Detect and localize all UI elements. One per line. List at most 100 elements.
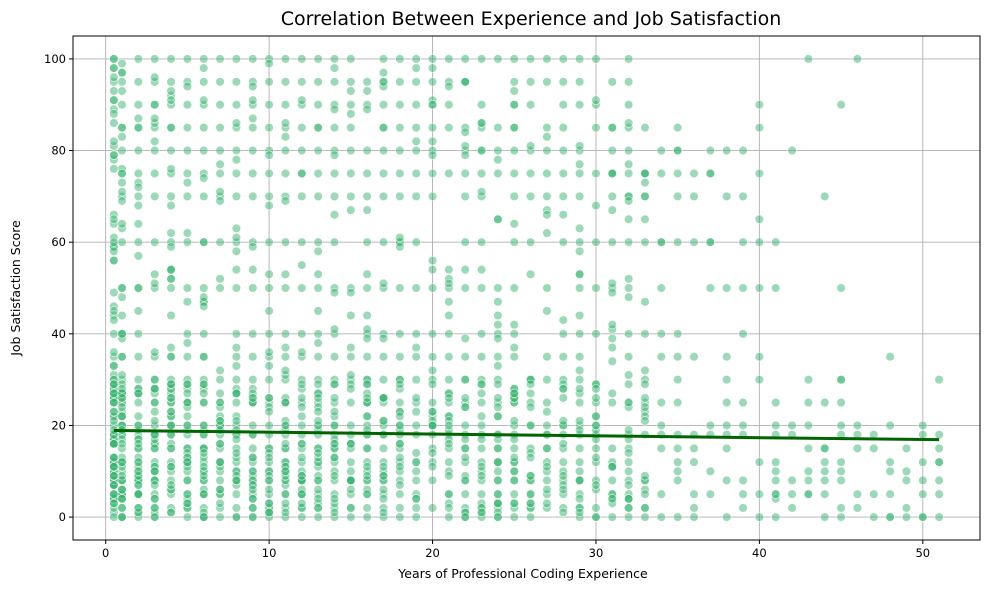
- scatter-point: [754, 214, 764, 224]
- scatter-point: [607, 475, 617, 486]
- scatter-point: [117, 86, 127, 96]
- scatter-point: [493, 466, 503, 476]
- scatter-point: [575, 425, 585, 435]
- scatter-point: [297, 237, 307, 247]
- scatter-point: [378, 485, 389, 495]
- scatter-point: [248, 329, 258, 339]
- scatter-point: [150, 72, 160, 82]
- scatter-point: [673, 168, 683, 179]
- x-axis-label: Years of Professional Coding Experience: [397, 566, 648, 581]
- scatter-point: [934, 375, 944, 385]
- scatter-point: [395, 123, 405, 133]
- scatter-point: [493, 352, 503, 362]
- scatter-point: [133, 388, 143, 398]
- scatter-point: [264, 393, 274, 403]
- scatter-point: [624, 448, 634, 458]
- scatter-point: [427, 63, 438, 73]
- scatter-point: [133, 503, 143, 513]
- scatter-point: [133, 411, 143, 421]
- scatter-point: [427, 379, 438, 389]
- scatter-point: [558, 123, 568, 133]
- scatter-point: [264, 306, 274, 316]
- scatter-point: [313, 512, 323, 522]
- scatter-point: [313, 283, 323, 293]
- scatter-point: [575, 246, 585, 256]
- scatter-point: [493, 457, 503, 467]
- scatter-point: [215, 485, 225, 495]
- scatter-point: [591, 200, 601, 211]
- scatter-point: [231, 397, 242, 408]
- scatter-point: [803, 475, 814, 486]
- scatter-point: [607, 333, 617, 344]
- scatter-point: [133, 219, 143, 229]
- scatter-point: [231, 145, 242, 156]
- scatter-point: [280, 498, 291, 508]
- scatter-point: [869, 443, 879, 453]
- scatter-point: [117, 352, 127, 362]
- scatter-point: [133, 168, 143, 179]
- scatter-point: [280, 283, 291, 293]
- scatter-point: [591, 480, 601, 490]
- scatter-point: [607, 342, 617, 353]
- scatter-point: [378, 393, 389, 403]
- scatter-point: [109, 86, 119, 96]
- scatter-point: [656, 420, 666, 431]
- scatter-point: [248, 81, 258, 91]
- scatter-point: [297, 411, 307, 421]
- scatter-point: [542, 283, 552, 293]
- scatter-point: [166, 352, 176, 362]
- scatter-point: [722, 475, 732, 486]
- scatter-point: [231, 352, 242, 362]
- scatter-point: [509, 219, 519, 229]
- scatter-point: [738, 420, 748, 431]
- scatter-point: [248, 443, 258, 453]
- scatter-point: [673, 512, 683, 522]
- scatter-point: [803, 397, 814, 408]
- scatter-point: [395, 145, 405, 156]
- scatter-point: [493, 54, 503, 64]
- scatter-point: [411, 420, 421, 431]
- scatter-point: [297, 145, 307, 156]
- scatter-point: [166, 407, 176, 417]
- scatter-point: [313, 393, 323, 403]
- scatter-point: [133, 420, 143, 431]
- scatter-point: [215, 475, 225, 486]
- scatter-point: [591, 512, 601, 522]
- scatter-point: [117, 196, 127, 206]
- scatter-point: [673, 329, 683, 339]
- scatter-point: [493, 402, 503, 412]
- scatter-point: [444, 471, 454, 481]
- scatter-point: [607, 237, 617, 247]
- scatter-point: [525, 269, 536, 279]
- scatter-point: [525, 420, 536, 431]
- scatter-point: [820, 489, 830, 499]
- scatter-point: [329, 77, 340, 87]
- scatter-point: [362, 379, 372, 389]
- scatter-point: [346, 287, 356, 298]
- scatter-point: [133, 457, 143, 467]
- scatter-point: [264, 375, 274, 385]
- scatter-point: [754, 283, 764, 293]
- scatter-point: [493, 489, 503, 499]
- scatter-point: [117, 471, 127, 481]
- scatter-point: [329, 104, 340, 114]
- scatter-point: [362, 104, 372, 114]
- scatter-point: [297, 379, 307, 389]
- scatter-point: [297, 471, 307, 481]
- scatter-point: [575, 168, 585, 179]
- scatter-point: [313, 448, 323, 458]
- scatter-point: [509, 452, 519, 463]
- scatter-point: [313, 503, 323, 513]
- scatter-point: [264, 77, 274, 87]
- scatter-point: [313, 54, 323, 64]
- scatter-point: [182, 379, 192, 389]
- scatter-point: [591, 384, 601, 394]
- scatter-point: [362, 86, 372, 96]
- scatter-point: [378, 352, 389, 362]
- scatter-point: [460, 191, 470, 201]
- scatter-point: [575, 237, 585, 247]
- scatter-point: [640, 214, 650, 224]
- scatter-point: [329, 507, 340, 518]
- scatter-point: [525, 54, 536, 64]
- scatter-point: [787, 503, 797, 513]
